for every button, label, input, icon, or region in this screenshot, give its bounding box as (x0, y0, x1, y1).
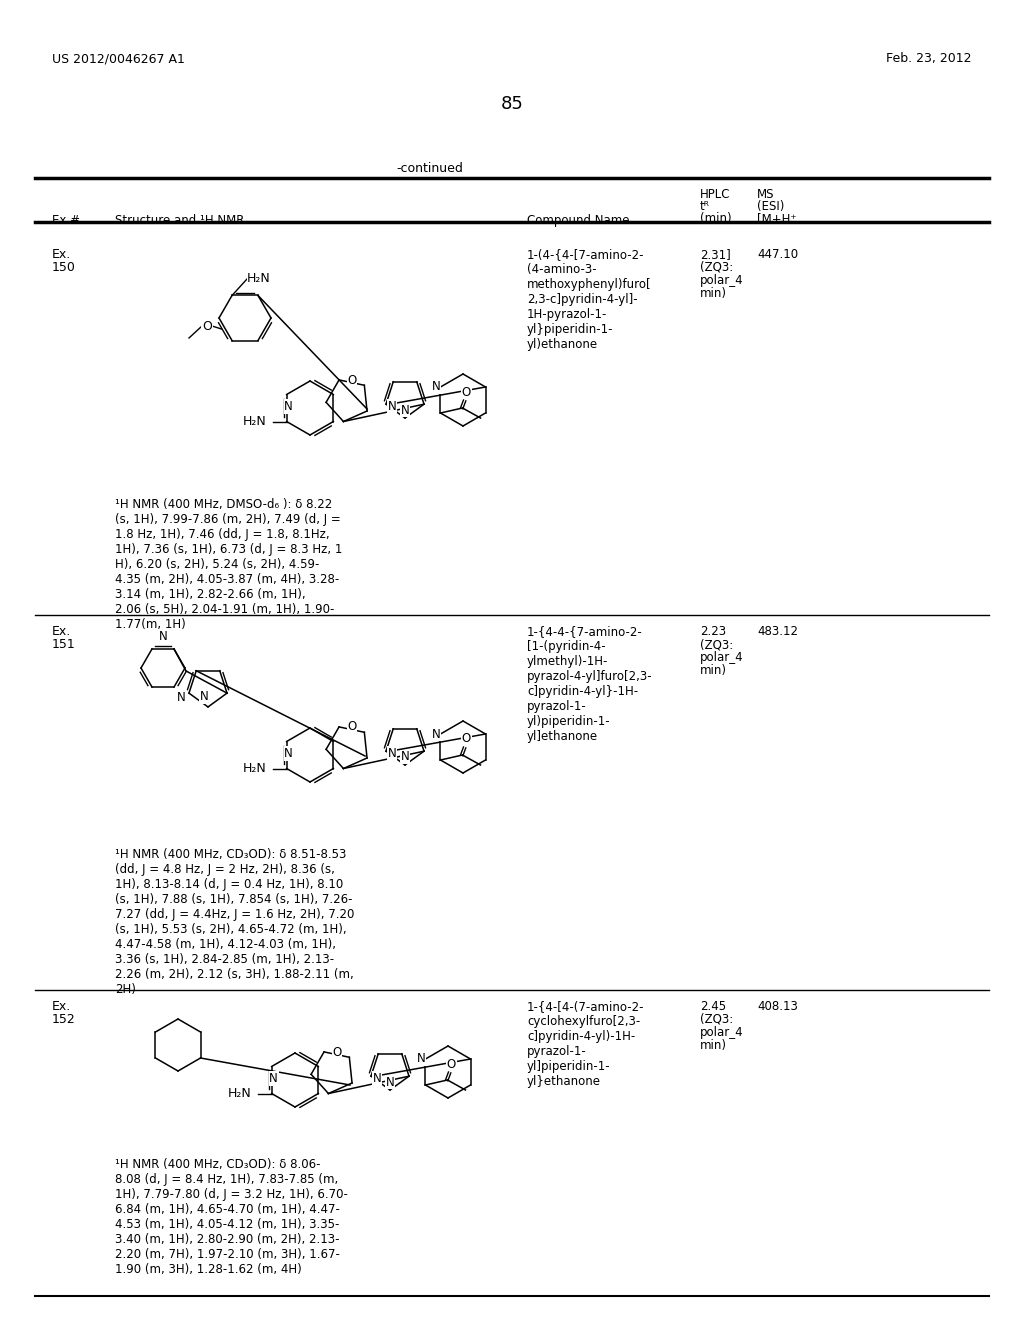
Text: Ex #: Ex # (52, 214, 80, 227)
Text: ¹H NMR (400 MHz, CD₃OD): δ 8.51-8.53
(dd, J = 4.8 Hz, J = 2 Hz, 2H), 8.36 (s,
1H: ¹H NMR (400 MHz, CD₃OD): δ 8.51-8.53 (dd… (115, 847, 354, 997)
Text: N: N (388, 747, 396, 760)
Text: N: N (269, 1072, 278, 1085)
Text: H₂N: H₂N (227, 1086, 252, 1100)
Text: Structure and ¹H NMR: Structure and ¹H NMR (115, 214, 245, 227)
Text: H₂N: H₂N (243, 762, 266, 775)
Text: (ZQ3:: (ZQ3: (700, 261, 733, 275)
Text: N: N (176, 690, 185, 704)
Text: O: O (462, 385, 471, 399)
Text: N: N (200, 690, 208, 704)
Text: N: N (373, 1072, 381, 1085)
Text: O: O (333, 1045, 342, 1059)
Text: N: N (417, 1052, 426, 1065)
Text: polar_4: polar_4 (700, 651, 743, 664)
Text: min): min) (700, 286, 727, 300)
Text: (ZQ3:: (ZQ3: (700, 638, 733, 651)
Text: [M+H⁺: [M+H⁺ (757, 213, 797, 224)
Text: N: N (386, 1076, 394, 1089)
Text: Ex.: Ex. (52, 248, 72, 261)
Text: polar_4: polar_4 (700, 275, 743, 286)
Text: Ex.: Ex. (52, 1001, 72, 1012)
Text: 85: 85 (501, 95, 523, 114)
Text: (ZQ3:: (ZQ3: (700, 1012, 733, 1026)
Text: 447.10: 447.10 (757, 248, 798, 261)
Text: ¹H NMR (400 MHz, CD₃OD): δ 8.06-
8.08 (d, J = 8.4 Hz, 1H), 7.83-7.85 (m,
1H), 7.: ¹H NMR (400 MHz, CD₃OD): δ 8.06- 8.08 (d… (115, 1158, 348, 1276)
Text: Compound Name: Compound Name (527, 214, 630, 227)
Text: 2.45: 2.45 (700, 1001, 726, 1012)
Text: 151: 151 (52, 638, 76, 651)
Text: O: O (347, 721, 356, 734)
Text: min): min) (700, 1039, 727, 1052)
Text: tᴿ: tᴿ (700, 201, 710, 213)
Text: (ESI): (ESI) (757, 201, 784, 213)
Text: N: N (285, 747, 293, 760)
Text: 152: 152 (52, 1012, 76, 1026)
Text: 483.12: 483.12 (757, 624, 798, 638)
Text: MS: MS (757, 187, 774, 201)
Text: HPLC: HPLC (700, 187, 730, 201)
Text: min): min) (700, 664, 727, 677)
Text: O: O (347, 374, 356, 387)
Text: 2.31]: 2.31] (700, 248, 731, 261)
Text: 2.23: 2.23 (700, 624, 726, 638)
Text: N: N (388, 400, 396, 413)
Text: 1-(4-{4-[7-amino-2-
(4-amino-3-
methoxyphenyl)furo[
2,3-c]pyridin-4-yl]-
1H-pyra: 1-(4-{4-[7-amino-2- (4-amino-3- methoxyp… (527, 248, 651, 351)
Text: US 2012/0046267 A1: US 2012/0046267 A1 (52, 51, 185, 65)
Text: O: O (462, 733, 471, 746)
Text: 1-{4-4-{7-amino-2-
[1-(pyridin-4-
ylmethyl)-1H-
pyrazol-4-yl]furo[2,3-
c]pyridin: 1-{4-4-{7-amino-2- [1-(pyridin-4- ylmeth… (527, 624, 652, 743)
Text: Feb. 23, 2012: Feb. 23, 2012 (887, 51, 972, 65)
Text: O: O (446, 1057, 456, 1071)
Text: N: N (159, 630, 167, 643)
Text: (min): (min) (700, 213, 731, 224)
Text: Ex.: Ex. (52, 624, 72, 638)
Text: H₂N: H₂N (243, 414, 266, 428)
Text: N: N (285, 400, 293, 413)
Text: 150: 150 (52, 261, 76, 275)
Text: H₂N: H₂N (247, 272, 271, 285)
Text: 408.13: 408.13 (757, 1001, 798, 1012)
Text: O: O (202, 319, 212, 333)
Text: 1-{4-[4-(7-amino-2-
cyclohexylfuro[2,3-
c]pyridin-4-yl)-1H-
pyrazol-1-
yl]piperi: 1-{4-[4-(7-amino-2- cyclohexylfuro[2,3- … (527, 1001, 644, 1088)
Text: N: N (432, 380, 441, 393)
Text: ¹H NMR (400 MHz, DMSO-d₆ ): δ 8.22
(s, 1H), 7.99-7.86 (m, 2H), 7.49 (d, J =
1.8 : ¹H NMR (400 MHz, DMSO-d₆ ): δ 8.22 (s, 1… (115, 498, 342, 631)
Text: N: N (432, 727, 441, 741)
Text: N: N (400, 404, 410, 417)
Text: -continued: -continued (396, 162, 464, 176)
Text: polar_4: polar_4 (700, 1026, 743, 1039)
Text: N: N (400, 751, 410, 763)
